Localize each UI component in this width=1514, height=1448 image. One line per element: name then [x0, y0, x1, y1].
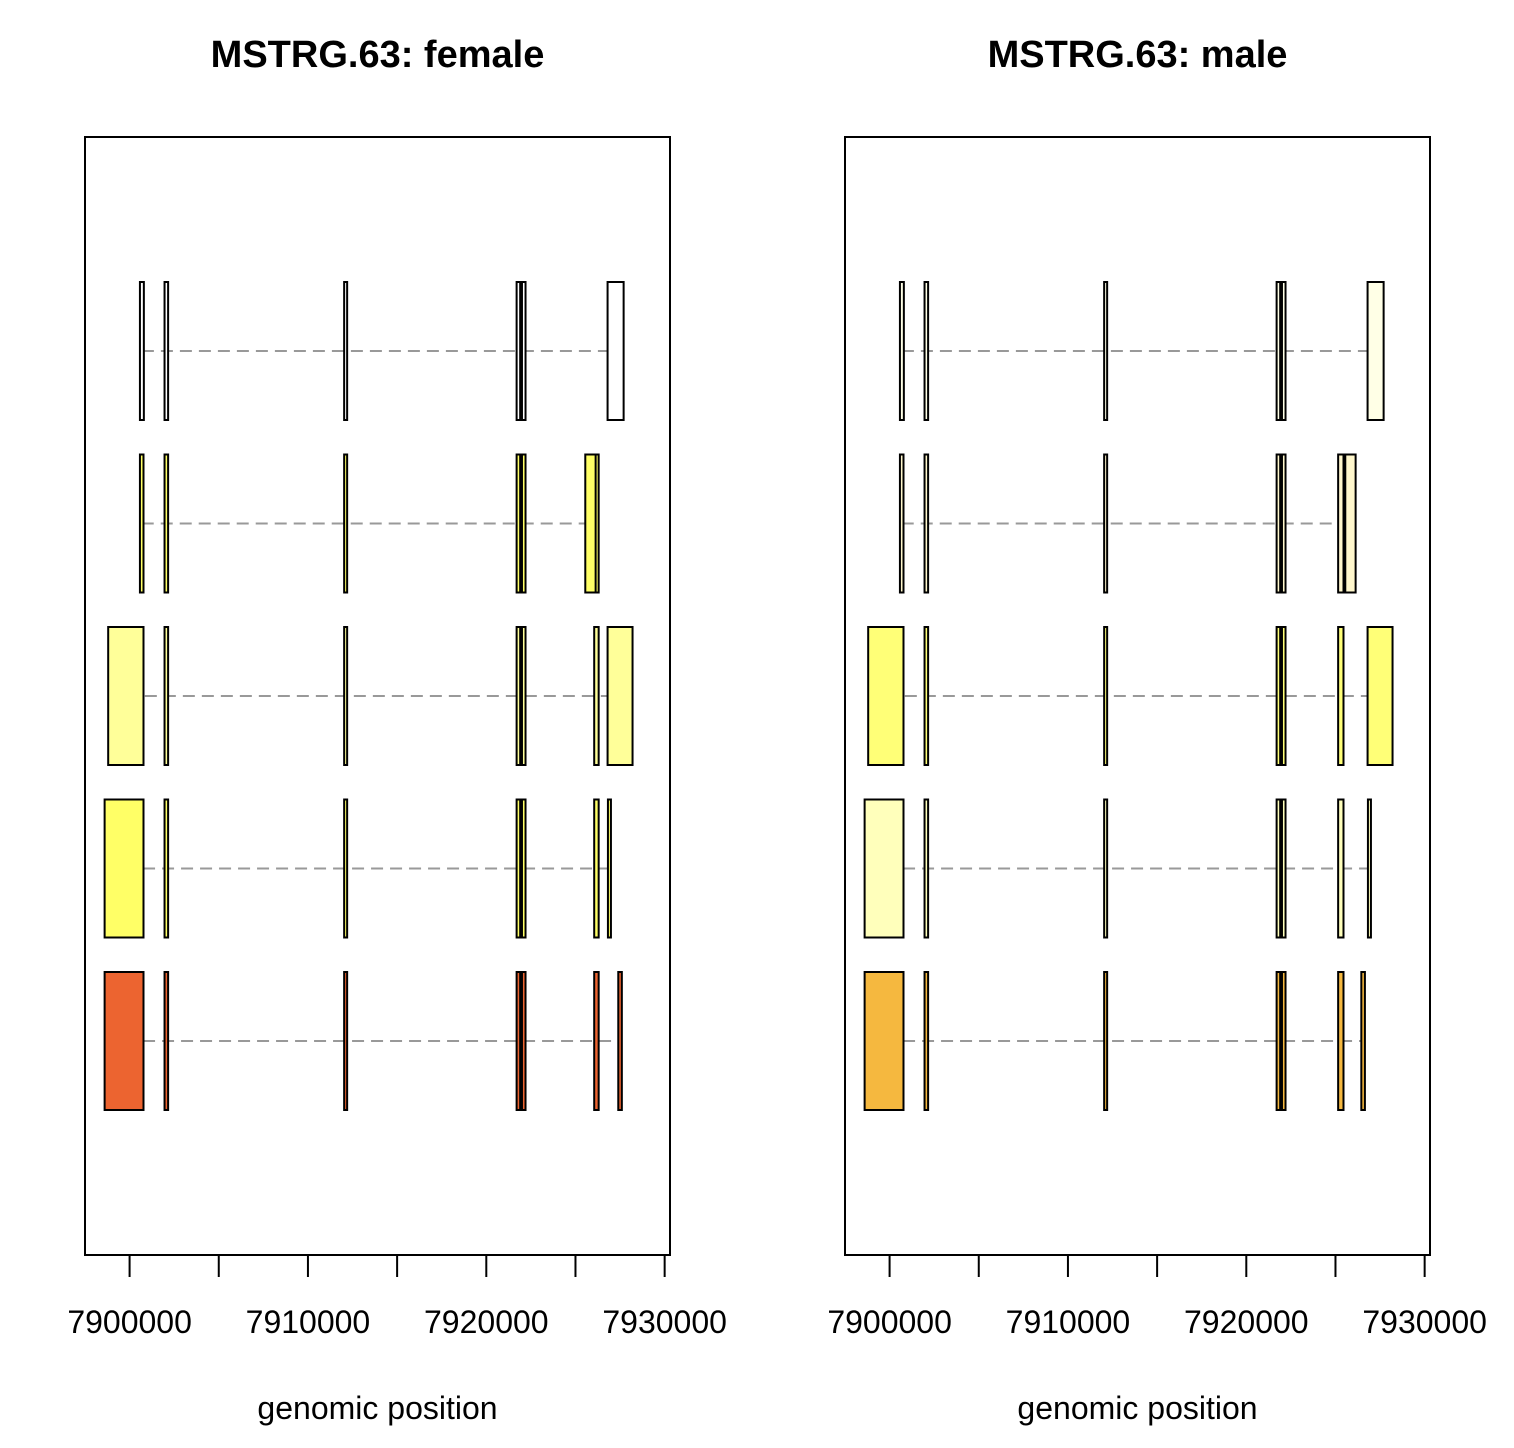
- exon: [1103, 453, 1109, 594]
- exon: [1337, 798, 1345, 939]
- transcript-row: [103, 798, 612, 939]
- exon: [520, 626, 527, 766]
- transcript-row: [103, 971, 623, 1111]
- exon: [923, 626, 930, 766]
- exon: [343, 798, 349, 939]
- exon: [1280, 281, 1287, 421]
- exon: [343, 281, 349, 421]
- exon: [138, 453, 145, 594]
- exon: [606, 281, 625, 421]
- exon: [107, 626, 145, 766]
- exon: [1103, 281, 1109, 421]
- exon: [1275, 281, 1282, 421]
- x-axis: 7900000 7910000 7920000 7930000: [67, 1254, 727, 1340]
- exon: [1366, 626, 1394, 766]
- x-tick-label: 7910000: [1006, 1304, 1131, 1340]
- exon: [163, 798, 170, 939]
- exon: [898, 281, 905, 421]
- exon: [923, 971, 930, 1111]
- exon: [1280, 453, 1287, 594]
- exon: [923, 281, 930, 421]
- exon: [515, 798, 522, 939]
- exon: [593, 971, 600, 1111]
- exon: [520, 971, 527, 1111]
- exon: [1275, 798, 1282, 939]
- exon: [1280, 971, 1287, 1111]
- exon: [163, 453, 170, 594]
- transcript-row: [898, 281, 1385, 421]
- exon: [1337, 453, 1345, 594]
- exon: [515, 281, 522, 421]
- x-tick-label: 7930000: [1362, 1304, 1487, 1340]
- panel-female: MSTRG.63: female 7900000 7910000 7920000 79…: [67, 34, 727, 1426]
- exon: [1337, 626, 1345, 766]
- x-tick-label: 7900000: [67, 1304, 192, 1340]
- transcript-tracks: [863, 281, 1394, 1111]
- exon: [515, 971, 522, 1111]
- transcript-row: [863, 798, 1372, 939]
- exon: [863, 798, 905, 939]
- x-axis: 7900000 7910000 7920000 7930000: [827, 1254, 1487, 1340]
- x-tick-label: 7930000: [602, 1304, 727, 1340]
- exon: [1103, 971, 1109, 1111]
- panel-male: MSTRG.63: male 7900000 7910000 7920000 7930…: [827, 34, 1487, 1426]
- exon: [606, 626, 634, 766]
- transcript-row: [107, 626, 634, 766]
- exon: [515, 453, 522, 594]
- x-tick-label: 7910000: [246, 1304, 371, 1340]
- exon: [520, 798, 527, 939]
- x-axis-title: genomic position: [1017, 1390, 1257, 1426]
- exon: [1360, 971, 1366, 1111]
- exon: [923, 798, 930, 939]
- transcript-row: [138, 453, 600, 594]
- x-tick-label: 7920000: [424, 1304, 549, 1340]
- exon: [1366, 798, 1372, 939]
- exon: [103, 798, 145, 939]
- exon: [593, 798, 600, 939]
- x-tick-label: 7920000: [1184, 1304, 1309, 1340]
- exon: [515, 626, 522, 766]
- exon: [923, 453, 930, 594]
- exon: [163, 281, 170, 421]
- transcript-row: [867, 626, 1394, 766]
- exon: [1280, 626, 1287, 766]
- transcript-row: [863, 971, 1366, 1111]
- exon: [343, 453, 349, 594]
- exon: [103, 971, 145, 1111]
- exon: [593, 626, 600, 766]
- transcript-row: [138, 281, 625, 421]
- exon: [520, 281, 527, 421]
- exon: [1337, 971, 1345, 1111]
- exon: [863, 971, 905, 1111]
- exon: [138, 281, 145, 421]
- exon: [1366, 281, 1385, 421]
- exon: [617, 971, 623, 1111]
- exon: [584, 453, 597, 594]
- exon: [1275, 971, 1282, 1111]
- exon: [1275, 453, 1282, 594]
- transcript-tracks: [103, 281, 634, 1111]
- exon: [163, 971, 170, 1111]
- exon: [1103, 626, 1109, 766]
- exon: [520, 453, 527, 594]
- exon: [163, 626, 170, 766]
- x-axis-title: genomic position: [257, 1390, 497, 1426]
- exon: [1344, 453, 1357, 594]
- exon: [1103, 798, 1109, 939]
- exon: [898, 453, 905, 594]
- chart-title: MSTRG.63: male: [988, 34, 1288, 76]
- exon: [343, 626, 349, 766]
- exon: [1280, 798, 1287, 939]
- exon: [606, 798, 612, 939]
- exon: [1275, 626, 1282, 766]
- exon: [867, 626, 905, 766]
- exon: [343, 971, 349, 1111]
- transcript-row: [898, 453, 1357, 594]
- x-tick-label: 7900000: [827, 1304, 952, 1340]
- chart-title: MSTRG.63: female: [211, 34, 545, 76]
